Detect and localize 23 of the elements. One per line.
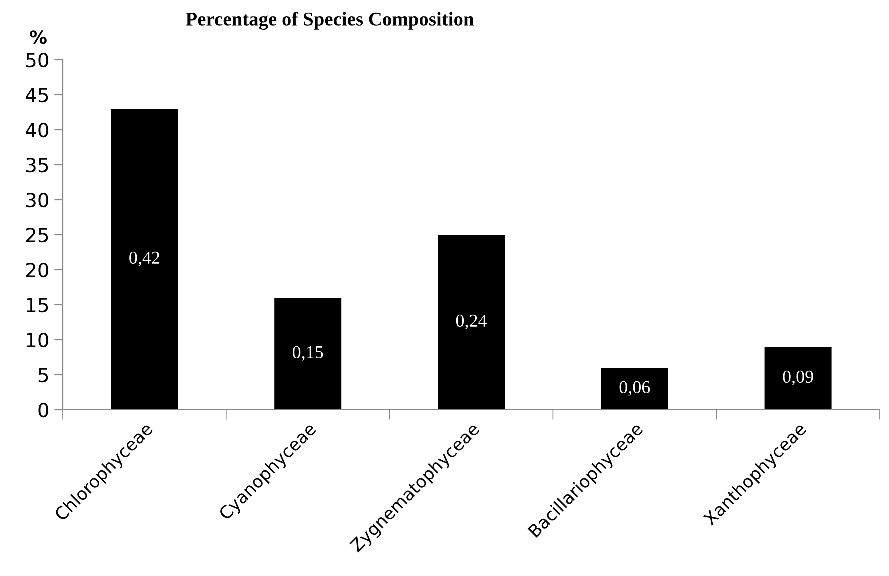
y-axis-title: % bbox=[30, 30, 47, 44]
y-tick-label: 20 bbox=[26, 262, 49, 278]
y-tick-label: 45 bbox=[26, 88, 48, 103]
y-tick-label: 10 bbox=[27, 332, 49, 348]
y-tick-label: 0 bbox=[38, 402, 49, 418]
annotation: 0,15 bbox=[292, 346, 324, 362]
annotation: 0,06 bbox=[620, 381, 650, 396]
y-tick-label: 30 bbox=[26, 192, 49, 208]
annotation: 0,24 bbox=[456, 314, 488, 330]
bar bbox=[274, 298, 342, 410]
annotation: 0,42 bbox=[130, 252, 160, 267]
y-tick-label: 35 bbox=[26, 158, 48, 173]
y-tick-label: 25 bbox=[26, 228, 48, 243]
y-tick-label: 50 bbox=[26, 52, 49, 68]
y-tick-label: 5 bbox=[38, 368, 48, 383]
annotation: 0,09 bbox=[783, 370, 814, 386]
y-tick-label: 40 bbox=[26, 122, 49, 138]
chart-title: Percentage of Species Composition bbox=[186, 12, 474, 30]
bar bbox=[438, 235, 505, 410]
bar bbox=[111, 109, 178, 410]
y-tick-label: 15 bbox=[27, 298, 48, 313]
bar bbox=[601, 368, 668, 410]
bar bbox=[764, 347, 832, 410]
